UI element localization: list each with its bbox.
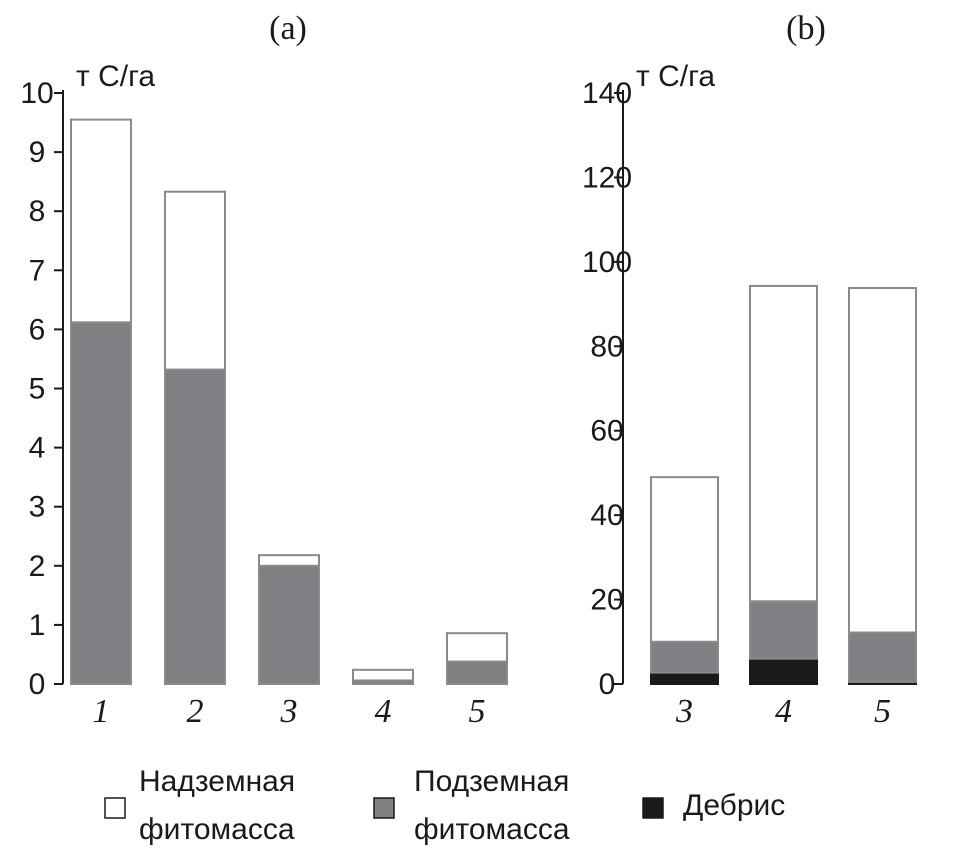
panel-b-bar-4-debris	[749, 657, 818, 686]
panel-b-ytick-label-4: 80	[590, 330, 623, 363]
panel-a-bar-3-above	[258, 554, 320, 567]
panel-b-x-label-5: 5	[874, 693, 891, 730]
panel-b-bar-5-above	[848, 287, 917, 634]
panel-a-ytick-label-2: 2	[29, 550, 46, 583]
panel-a-x-label-5: 5	[469, 693, 486, 730]
panel-a-ytick-label-8: 8	[29, 195, 46, 228]
panel-a-ytick-label-7: 7	[29, 254, 46, 287]
panel-a-ytick-label-3: 3	[29, 491, 46, 524]
panel-b-x-labels: 3 4 5	[675, 693, 891, 730]
panel-b-ytick-label-1: 20	[590, 584, 623, 617]
panel-a-y-ticks: 0 1 2 3 4 5 6 7 8 9 10	[20, 77, 63, 701]
panel-a-ytick-label-9: 9	[29, 136, 46, 169]
panel-a-ytick-label-10: 10	[20, 77, 53, 110]
panel-b-ytick-label-5: 100	[582, 246, 632, 279]
panel-a-title: (a)	[269, 10, 307, 47]
panel-a-ytick-label-1: 1	[29, 609, 46, 642]
panel-a-bar-1-above	[70, 118, 132, 324]
panel-a-bar-5-below	[446, 660, 508, 685]
panel-a-x-label-3: 3	[280, 693, 298, 730]
legend-swatch-below	[373, 797, 395, 819]
panel-b-bar-3-below	[650, 640, 719, 674]
panel-b-bar-4-below	[749, 600, 818, 660]
legend-swatch-debris	[642, 797, 664, 819]
panel-a-unit-label: т С/га	[76, 60, 155, 93]
panel-b-ytick-label-0: 0	[599, 668, 616, 701]
panel-a-bar-2-below	[164, 368, 226, 685]
panel-b-ytick-label-3: 60	[590, 415, 623, 448]
panel-b-ytick-label-7: 140	[582, 77, 632, 110]
panel-b-bar-3-above	[650, 476, 719, 643]
panel-a: (a) т С/га 0 1 2 3 4 5 6 7 8 9 10 1 2 3 4 5	[20, 10, 508, 730]
panel-a-x-labels: 1 2 3 4 5	[93, 693, 486, 730]
legend-label-below-line1: Подземная	[414, 765, 569, 798]
panel-a-ytick-label-0: 0	[29, 668, 46, 701]
panel-b-bar-4-above	[749, 284, 818, 603]
panel-b-y-ticks: 0 20 40 60 80 100 120 140	[582, 77, 632, 701]
panel-a-x-label-2: 2	[187, 693, 204, 730]
legend-label-above-line2: фитомасса	[139, 813, 295, 846]
panel-b-unit-label: т С/га	[636, 60, 715, 93]
panel-a-x-label-1: 1	[93, 693, 110, 730]
panel-b-ytick-label-6: 120	[582, 161, 632, 194]
legend-label-debris: Дебрис	[683, 789, 785, 822]
panel-b-bars	[650, 284, 917, 686]
panel-a-bar-2-above	[164, 190, 226, 371]
panel-a-ytick-label-4: 4	[29, 432, 46, 465]
panel-a-ytick-label-6: 6	[29, 313, 46, 346]
legend-label-above-line1: Надземная	[139, 765, 295, 798]
panel-b-x-label-4: 4	[775, 693, 792, 730]
panel-a-bar-1-below	[70, 321, 132, 685]
legend-label-below-line2: фитомасса	[414, 813, 570, 846]
panel-a-x-label-4: 4	[375, 693, 392, 730]
panel-a-bar-4-above	[352, 668, 414, 682]
panel-b: (b) т С/га 0 20 40 60 80 100 120 140 3 4 5	[582, 10, 917, 730]
panel-b-bar-3-debris	[650, 671, 719, 686]
panel-b-title: (b)	[786, 10, 826, 47]
panel-a-ytick-label-5: 5	[29, 373, 46, 406]
panel-a-bar-5-above	[446, 632, 508, 663]
legend: Надземная фитомасса Подземная фитомасса …	[104, 765, 785, 846]
panel-b-bar-5-below	[848, 631, 917, 683]
panel-b-x-label-3: 3	[675, 693, 693, 730]
panel-a-bar-3-below	[258, 564, 320, 685]
panel-b-ytick-label-2: 40	[590, 499, 623, 532]
panel-a-bars	[70, 118, 508, 685]
legend-swatch-above	[104, 797, 126, 819]
